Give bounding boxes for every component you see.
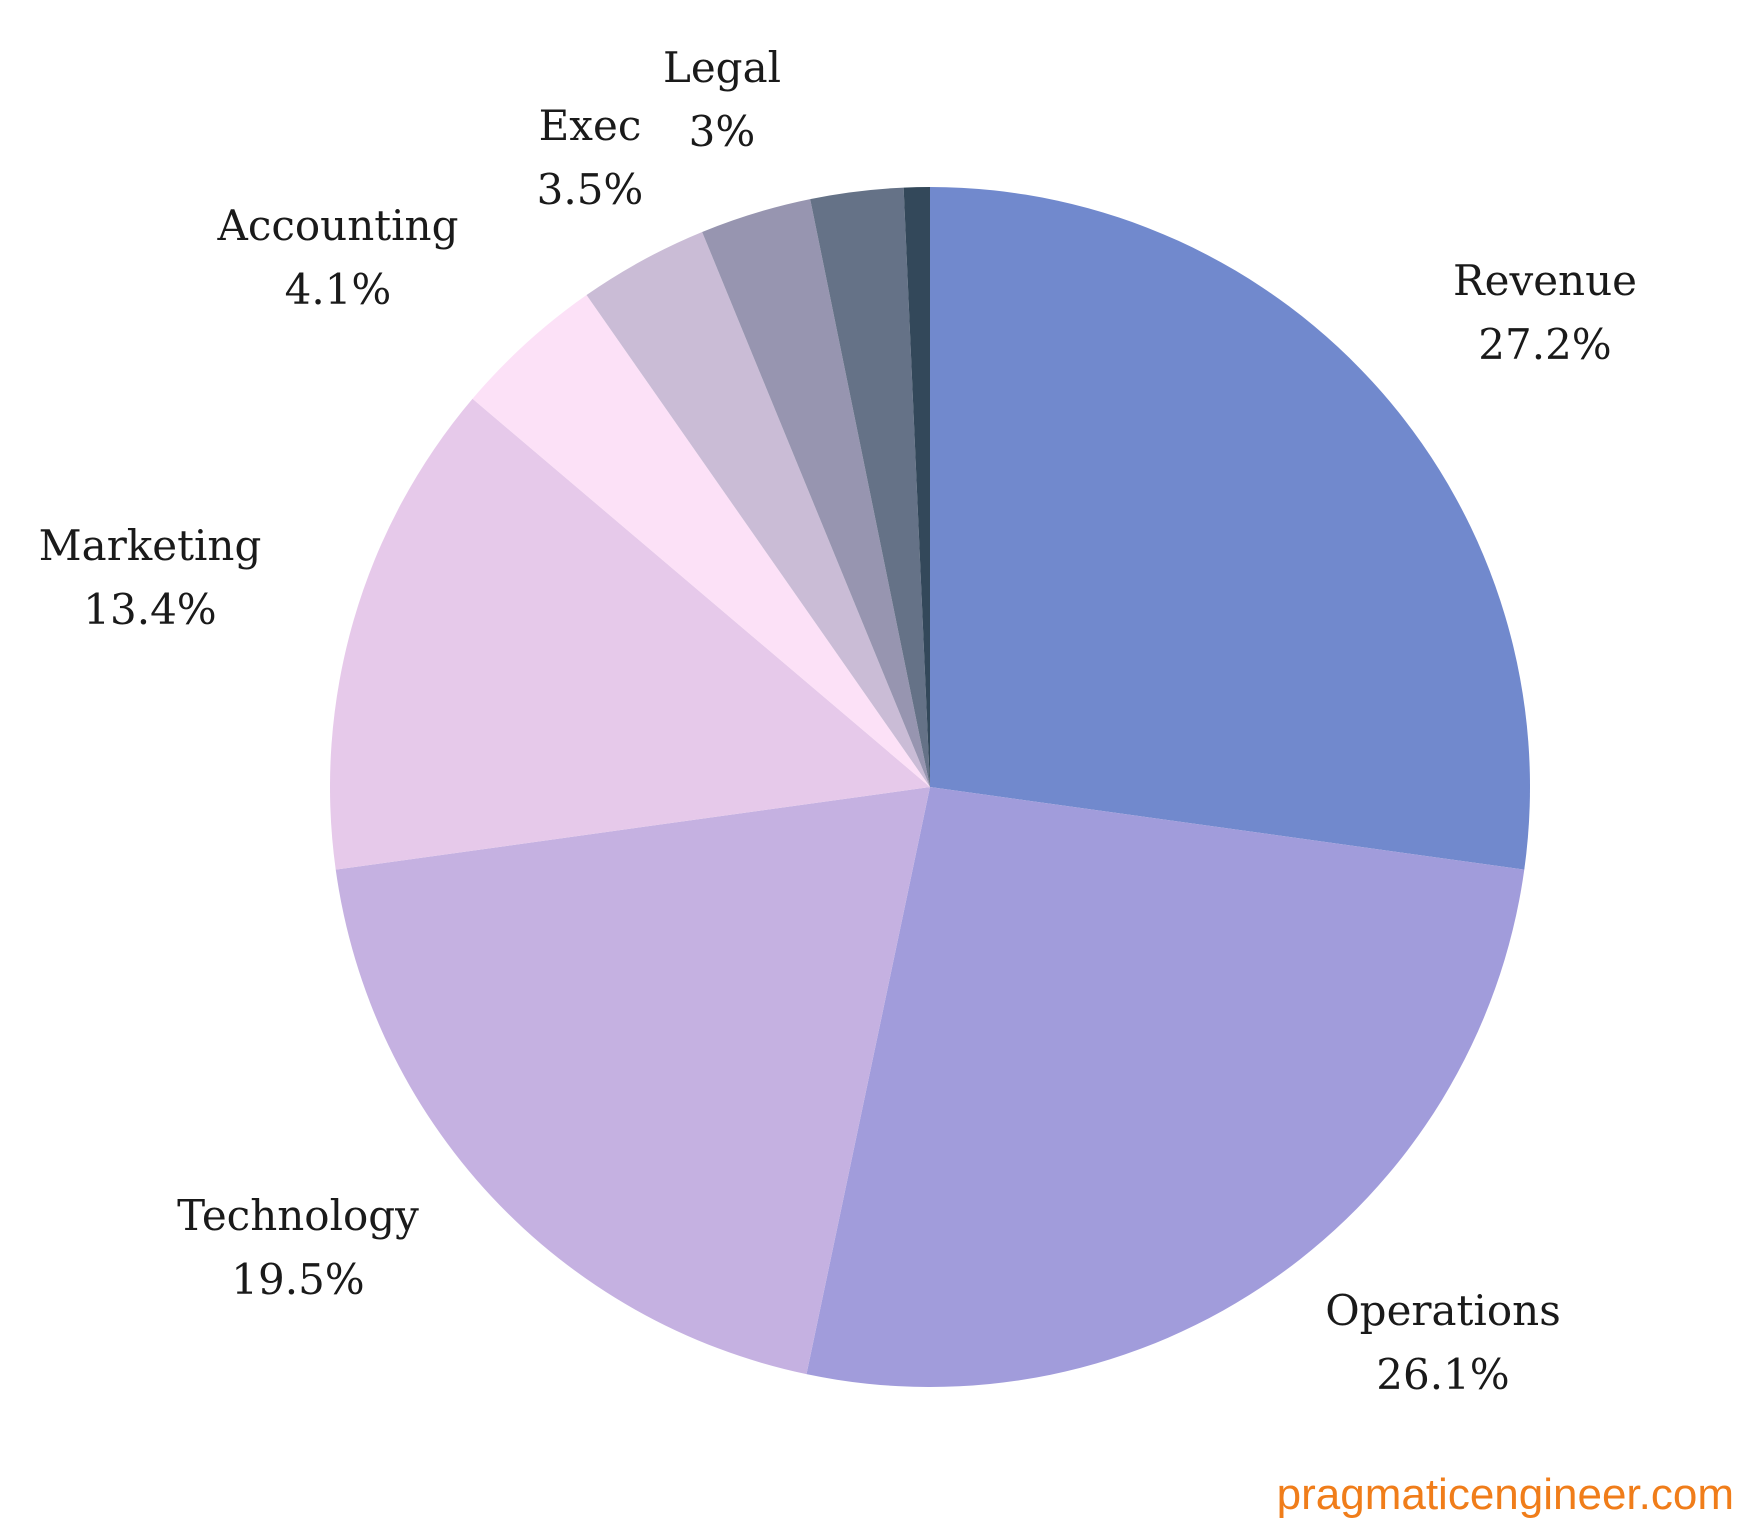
slice-label-marketing: Marketing <box>39 521 262 570</box>
slice-label-legal: Legal <box>663 43 781 92</box>
slice-value-technology: 19.5% <box>231 1255 364 1304</box>
pie-slice-operations <box>806 787 1525 1388</box>
pie-slice-legal <box>702 199 930 788</box>
watermark-text: pragmaticengineer.com <box>1276 1470 1734 1519</box>
slice-value-legal: 3% <box>689 107 756 156</box>
slice-label-technology: Technology <box>177 1191 419 1240</box>
slice-label-operations: Operations <box>1325 1286 1561 1335</box>
pie-slices <box>329 187 1531 1388</box>
slice-label-exec: Exec <box>539 101 642 150</box>
slice-value-exec: 3.5% <box>537 165 644 214</box>
pie-slice-technology <box>335 787 931 1375</box>
slice-label-accounting: Accounting <box>216 201 458 250</box>
pie-slice-marketing <box>329 398 931 870</box>
slice-value-marketing: 13.4% <box>83 585 216 634</box>
pie-slice-unlabeled-8 <box>903 187 930 787</box>
pie-slice-revenue <box>930 187 1531 870</box>
pie-slice-unlabeled-7 <box>810 187 930 787</box>
slice-value-operations: 26.1% <box>1376 1350 1509 1399</box>
slice-value-revenue: 27.2% <box>1478 320 1611 369</box>
pie-labels: Revenue 27.2% Operations 26.1% Technology 19.… <box>39 43 1637 1399</box>
pie-slice-accounting <box>472 295 930 787</box>
slice-label-revenue: Revenue <box>1453 256 1637 305</box>
pie-slice-exec <box>586 231 930 787</box>
slice-value-accounting: 4.1% <box>285 265 392 314</box>
